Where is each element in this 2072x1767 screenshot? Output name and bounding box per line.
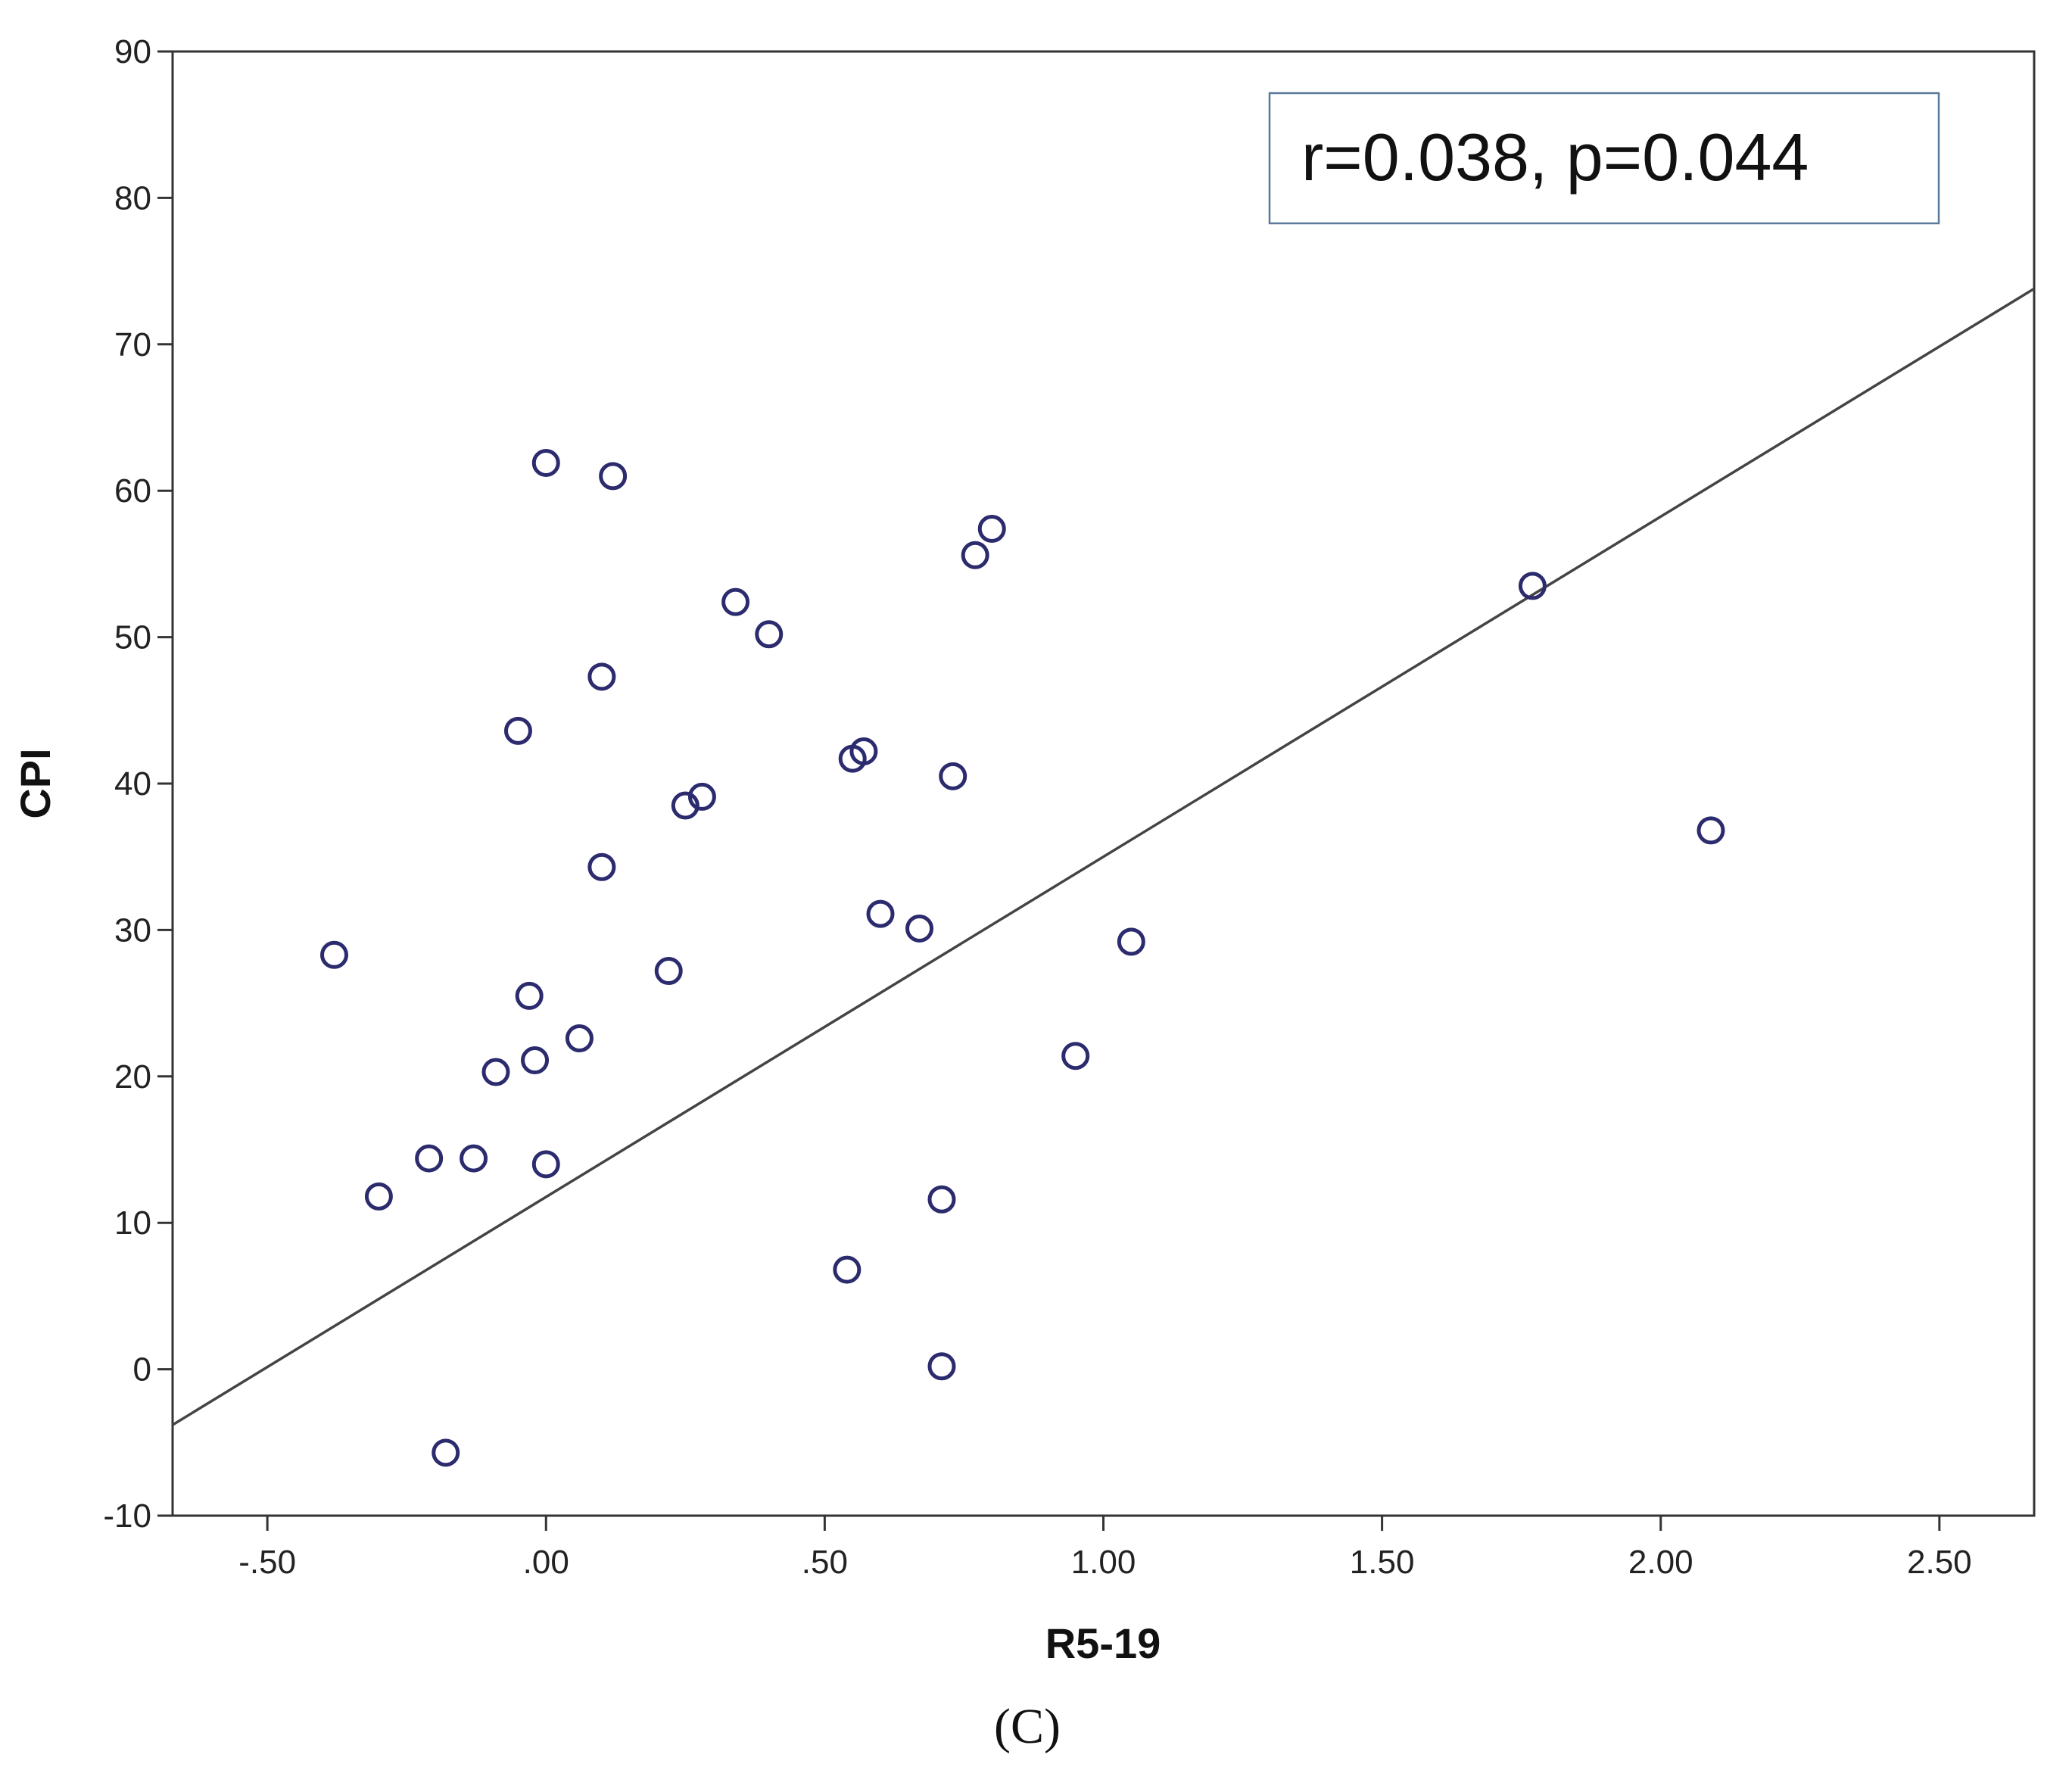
y-tick-label: 80 bbox=[114, 179, 151, 217]
data-point bbox=[977, 514, 1006, 543]
y-tick-label: 40 bbox=[114, 765, 151, 802]
data-point bbox=[599, 462, 628, 491]
data-point bbox=[866, 899, 895, 928]
y-tick-label: 0 bbox=[133, 1351, 151, 1388]
y-tick-label: 30 bbox=[114, 912, 151, 949]
x-tick-label: -.50 bbox=[238, 1544, 296, 1581]
y-tick-label: 90 bbox=[114, 33, 151, 70]
data-point bbox=[503, 716, 532, 745]
data-point bbox=[1697, 816, 1725, 845]
y-tick-label: 10 bbox=[114, 1204, 151, 1242]
data-point bbox=[939, 762, 967, 790]
data-point bbox=[565, 1024, 594, 1053]
x-tick-label: 2.00 bbox=[1628, 1544, 1693, 1581]
data-point bbox=[1061, 1042, 1090, 1070]
data-point bbox=[515, 981, 544, 1010]
data-point bbox=[721, 587, 750, 616]
data-point bbox=[531, 1150, 560, 1179]
data-point bbox=[481, 1058, 510, 1086]
fit-line-layer bbox=[172, 287, 2035, 1426]
data-point bbox=[521, 1046, 550, 1075]
data-point bbox=[961, 541, 989, 569]
x-tick-label: 1.00 bbox=[1071, 1544, 1136, 1581]
plot-frame bbox=[171, 50, 2036, 1517]
x-tick-label: 1.50 bbox=[1350, 1544, 1415, 1581]
x-axis-title: R5-19 bbox=[1045, 1619, 1161, 1667]
x-tick-label: .50 bbox=[802, 1544, 848, 1581]
data-point bbox=[1518, 572, 1547, 600]
data-point bbox=[654, 957, 683, 986]
data-point bbox=[687, 782, 716, 811]
data-point bbox=[415, 1144, 444, 1173]
data-point bbox=[833, 1255, 862, 1284]
data-point bbox=[927, 1185, 956, 1214]
data-point bbox=[905, 914, 934, 943]
y-axis-ticks: -10 0 10 20 30 40 50 60 70 80 90 bbox=[103, 33, 173, 1535]
data-point bbox=[460, 1144, 488, 1173]
x-tick-label: 2.50 bbox=[1907, 1544, 1972, 1581]
data-point bbox=[671, 791, 699, 820]
data-point bbox=[849, 737, 878, 765]
correlation-annotation: r=0.038, p=0.044 bbox=[1301, 120, 1809, 195]
data-point bbox=[320, 940, 349, 969]
y-tick-label: 70 bbox=[114, 326, 151, 363]
data-point bbox=[364, 1182, 393, 1211]
data-points-layer bbox=[320, 448, 1725, 1467]
y-tick-label: 60 bbox=[114, 472, 151, 510]
annotation-box bbox=[1268, 92, 1940, 225]
x-axis-ticks: -.50 .00 .50 1.00 1.50 2.00 2.50 bbox=[238, 1516, 1972, 1581]
regression-line bbox=[172, 287, 2035, 1426]
y-axis-title: CPI bbox=[11, 748, 59, 818]
y-tick-label: -10 bbox=[103, 1497, 151, 1535]
y-tick-label: 20 bbox=[114, 1058, 151, 1095]
data-point bbox=[587, 852, 616, 881]
y-tick-label: 50 bbox=[114, 619, 151, 656]
data-point bbox=[755, 620, 784, 649]
panel-label: (C) bbox=[994, 1699, 1061, 1754]
x-tick-label: .00 bbox=[523, 1544, 569, 1581]
data-point bbox=[1117, 927, 1145, 956]
data-point bbox=[531, 448, 560, 477]
data-point bbox=[432, 1438, 460, 1467]
data-point bbox=[927, 1352, 956, 1381]
data-point bbox=[587, 662, 616, 691]
